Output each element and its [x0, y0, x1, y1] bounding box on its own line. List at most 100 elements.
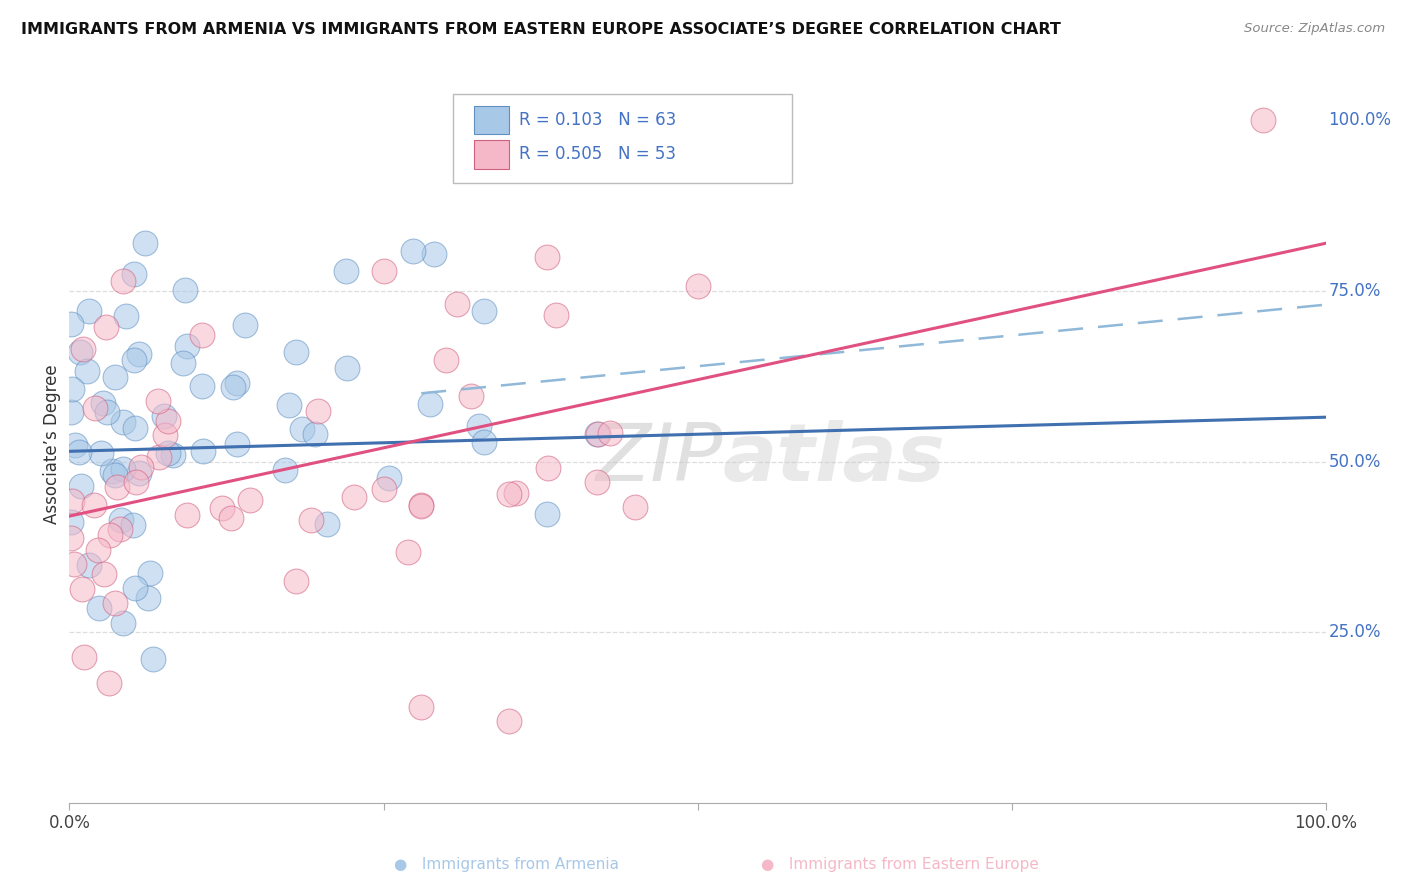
Point: [304, 426, 326, 441]
Text: atlas: atlas: [723, 420, 945, 498]
Point: [285, 574, 308, 588]
Point: [129, 459, 152, 474]
Point: [100, 464, 122, 478]
Point: [111, 462, 134, 476]
Point: [76, 364, 98, 378]
Point: [70, 479, 93, 493]
FancyBboxPatch shape: [474, 105, 509, 135]
Point: [63, 438, 86, 452]
Point: [72, 342, 94, 356]
Point: [148, 393, 170, 408]
Point: [153, 409, 176, 424]
Point: [111, 615, 134, 630]
Point: [174, 283, 197, 297]
Point: [226, 436, 249, 450]
Point: [472, 304, 495, 318]
Point: [69, 345, 91, 359]
Point: [93, 566, 115, 581]
Point: [83, 498, 105, 512]
Point: [111, 274, 134, 288]
Point: [124, 581, 146, 595]
Point: [59, 531, 82, 545]
Point: [377, 471, 399, 485]
Text: Source: ZipAtlas.com: Source: ZipAtlas.com: [1244, 22, 1385, 36]
Point: [211, 500, 233, 515]
Point: [402, 244, 425, 258]
Point: [446, 297, 468, 311]
FancyBboxPatch shape: [474, 140, 509, 169]
Point: [373, 263, 395, 277]
Point: [586, 475, 609, 490]
Point: [98, 528, 121, 542]
Point: [110, 513, 132, 527]
Point: [536, 507, 558, 521]
Point: [124, 352, 146, 367]
Point: [59, 405, 82, 419]
Point: [60, 494, 83, 508]
Point: [136, 591, 159, 605]
Point: [153, 427, 176, 442]
Point: [222, 380, 245, 394]
Point: [148, 450, 170, 464]
Point: [115, 310, 138, 324]
Text: R = 0.505   N = 53: R = 0.505 N = 53: [519, 145, 676, 163]
Point: [307, 404, 329, 418]
Text: 100.0%: 100.0%: [1329, 112, 1392, 129]
Point: [59, 317, 82, 331]
Point: [191, 379, 214, 393]
Point: [274, 463, 297, 477]
Point: [239, 493, 262, 508]
Point: [411, 700, 433, 714]
Point: [686, 279, 709, 293]
Point: [124, 421, 146, 435]
Point: [284, 345, 307, 359]
Point: [419, 397, 441, 411]
Point: [98, 675, 121, 690]
Text: ●   Immigrants from Armenia: ● Immigrants from Armenia: [394, 857, 619, 872]
Point: [599, 425, 621, 440]
Point: [128, 466, 150, 480]
Point: [498, 487, 520, 501]
Text: ZIP: ZIP: [595, 420, 723, 498]
Point: [96, 405, 118, 419]
Point: [77, 304, 100, 318]
Point: [291, 422, 314, 436]
Point: [93, 395, 115, 409]
Point: [536, 250, 558, 264]
Point: [546, 309, 568, 323]
Point: [172, 355, 194, 369]
Point: [157, 413, 180, 427]
Point: [105, 480, 128, 494]
Point: [87, 543, 110, 558]
Point: [60, 382, 83, 396]
Point: [77, 558, 100, 572]
Point: [624, 500, 647, 514]
Point: [396, 545, 419, 559]
Text: 75.0%: 75.0%: [1329, 282, 1381, 300]
Text: IMMIGRANTS FROM ARMENIA VS IMMIGRANTS FROM EASTERN EUROPE ASSOCIATE’S DEGREE COR: IMMIGRANTS FROM ARMENIA VS IMMIGRANTS FR…: [21, 22, 1062, 37]
Point: [460, 389, 482, 403]
Point: [411, 500, 433, 514]
Text: 25.0%: 25.0%: [1329, 624, 1381, 641]
Point: [176, 339, 198, 353]
Point: [122, 517, 145, 532]
Point: [96, 319, 118, 334]
Point: [90, 446, 112, 460]
Point: [128, 347, 150, 361]
Point: [505, 486, 527, 500]
Point: [104, 467, 127, 482]
Point: [87, 601, 110, 615]
Point: [84, 401, 107, 415]
Point: [472, 434, 495, 449]
Point: [59, 515, 82, 529]
Point: [142, 652, 165, 666]
Point: [139, 566, 162, 580]
Point: [104, 596, 127, 610]
Point: [108, 522, 131, 536]
Point: [315, 517, 337, 532]
Point: [191, 444, 214, 458]
FancyBboxPatch shape: [453, 94, 792, 183]
Point: [226, 376, 249, 390]
Point: [373, 482, 395, 496]
Point: [122, 267, 145, 281]
